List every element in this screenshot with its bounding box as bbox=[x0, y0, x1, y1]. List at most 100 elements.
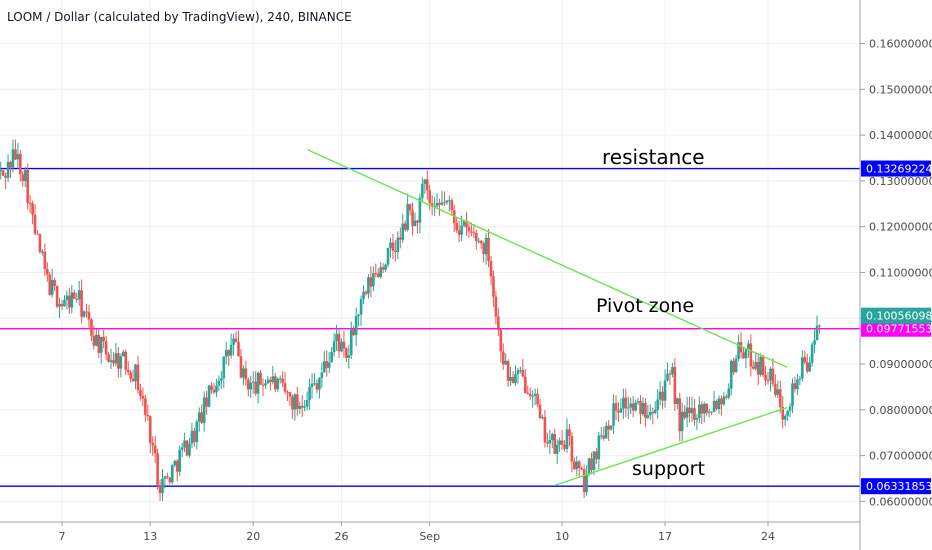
candle-body bbox=[649, 411, 652, 416]
candle-body bbox=[524, 376, 527, 394]
candle-body bbox=[595, 451, 598, 460]
candle-body bbox=[242, 368, 245, 378]
candle-body bbox=[575, 461, 579, 469]
candle-body bbox=[114, 353, 118, 364]
candle-body bbox=[712, 400, 716, 412]
candle-body bbox=[786, 410, 789, 416]
candle-body bbox=[580, 467, 583, 470]
candle-body bbox=[474, 233, 478, 242]
candle-body bbox=[357, 314, 360, 316]
candle-body bbox=[291, 396, 294, 410]
candle-body bbox=[43, 251, 47, 270]
candle-body bbox=[769, 368, 772, 381]
candle-body bbox=[48, 274, 52, 295]
candle-body bbox=[1, 170, 5, 176]
candle-body bbox=[631, 403, 635, 411]
candle-body bbox=[244, 368, 248, 380]
candle-body bbox=[161, 478, 164, 494]
candle-body bbox=[168, 477, 172, 483]
candle-body bbox=[634, 402, 637, 411]
candle-body bbox=[104, 341, 108, 355]
y-tick-label: 0.07000000 bbox=[869, 450, 932, 463]
candle-body bbox=[126, 369, 130, 373]
candle-body bbox=[374, 273, 378, 275]
y-tick-label: 0.16000000 bbox=[869, 38, 932, 51]
chart-title: LOOM / Dollar (calculated by TradingView… bbox=[7, 10, 352, 24]
candle-body bbox=[732, 360, 735, 373]
candle-body bbox=[163, 476, 167, 479]
candle-body bbox=[207, 385, 211, 407]
candle-body bbox=[124, 351, 128, 370]
candle-body bbox=[229, 344, 233, 356]
candle-body bbox=[477, 240, 481, 242]
candle-body bbox=[482, 243, 485, 255]
candle-body bbox=[651, 411, 655, 414]
candle-body bbox=[300, 405, 304, 408]
candle-body bbox=[107, 354, 110, 362]
level-2-badge bbox=[861, 478, 931, 495]
candle-body bbox=[247, 379, 250, 390]
candle-body bbox=[354, 315, 358, 335]
trendlines bbox=[307, 149, 788, 487]
candle-body bbox=[144, 398, 147, 415]
level-2-label: 0.06331853 bbox=[866, 480, 932, 493]
candle-body bbox=[644, 402, 647, 418]
candle-body bbox=[813, 340, 816, 345]
candle-body bbox=[497, 316, 500, 331]
candle-body bbox=[470, 231, 473, 233]
candle-body bbox=[685, 407, 689, 418]
candle-body bbox=[148, 416, 152, 443]
candle-body bbox=[90, 319, 93, 336]
candle-body bbox=[349, 329, 353, 356]
candle-body bbox=[222, 356, 226, 379]
candle-body bbox=[548, 440, 552, 444]
candle-body bbox=[747, 343, 750, 350]
candle-body bbox=[232, 338, 235, 345]
candle-body bbox=[217, 380, 221, 386]
candle-body bbox=[26, 170, 29, 203]
candle-body bbox=[215, 385, 218, 393]
candle-body bbox=[391, 242, 395, 251]
candle-body bbox=[570, 436, 574, 462]
candle-body bbox=[9, 161, 12, 168]
candle-body bbox=[560, 440, 564, 445]
candle-body bbox=[389, 242, 392, 248]
candle-body bbox=[63, 300, 66, 307]
candle-body bbox=[14, 149, 17, 160]
candlestick-series bbox=[0, 139, 821, 501]
candle-body bbox=[521, 369, 525, 377]
candle-body bbox=[796, 379, 799, 390]
candle-body bbox=[117, 353, 120, 369]
candle-body bbox=[180, 447, 184, 450]
candle-body bbox=[398, 237, 402, 240]
candle-body bbox=[492, 276, 495, 297]
candle-body bbox=[744, 349, 748, 359]
candle-body bbox=[798, 378, 802, 380]
candle-body bbox=[308, 387, 311, 401]
candle-body bbox=[587, 458, 591, 474]
candle-body bbox=[271, 376, 275, 383]
candle-body bbox=[749, 343, 753, 367]
candle-body bbox=[322, 361, 326, 373]
candle-body bbox=[671, 367, 674, 375]
level-1-badge bbox=[861, 320, 931, 337]
candle-body bbox=[438, 202, 441, 205]
candle-body bbox=[288, 392, 292, 397]
candle-body bbox=[337, 333, 341, 352]
candle-body bbox=[41, 251, 44, 253]
candle-body bbox=[178, 449, 181, 472]
candle-body bbox=[450, 200, 454, 211]
y-tick-label: 0.08000000 bbox=[869, 404, 932, 417]
candle-body bbox=[195, 421, 199, 443]
candle-body bbox=[636, 401, 640, 403]
candle-body bbox=[487, 237, 490, 261]
candle-body bbox=[725, 396, 728, 398]
candle-body bbox=[347, 355, 351, 358]
candle-body bbox=[158, 484, 162, 494]
candle-body bbox=[519, 369, 522, 371]
price-badges: 0.13269224 0.09771553 0.06331853 0.10056098 bbox=[861, 160, 932, 495]
candle-body bbox=[582, 469, 586, 493]
candle-body bbox=[403, 223, 407, 230]
candle-body bbox=[45, 269, 49, 275]
